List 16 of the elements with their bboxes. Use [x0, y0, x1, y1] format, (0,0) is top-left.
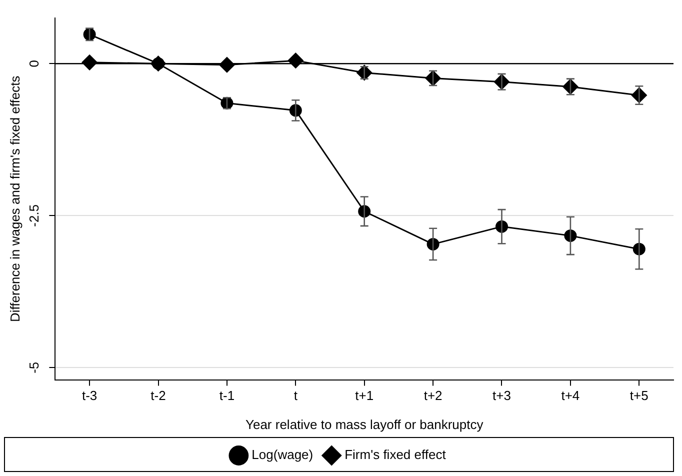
- y-tick-label: 0: [26, 60, 42, 68]
- x-tick-label: t+3: [492, 388, 511, 404]
- x-tick-label: t-3: [82, 388, 98, 404]
- x-tick-label: t-1: [219, 388, 235, 404]
- x-tick-label: t+4: [561, 388, 580, 404]
- x-tick-label: t+2: [424, 388, 442, 404]
- x-tick-label: t+5: [630, 388, 648, 404]
- x-axis-title: Year relative to mass layoff or bankruptcy: [245, 416, 484, 432]
- x-tick-label: t+1: [355, 388, 374, 404]
- y-tick-label: -5: [26, 362, 42, 374]
- legend-label: Log(wage): [252, 447, 314, 462]
- y-tick-label: -2.5: [26, 204, 42, 227]
- x-tick-label: t-2: [150, 388, 166, 404]
- legend-label: Firm's fixed effect: [344, 447, 446, 462]
- x-tick-label: t: [294, 388, 298, 404]
- y-axis-title: Difference in wages and firm's fixed effects: [7, 75, 22, 322]
